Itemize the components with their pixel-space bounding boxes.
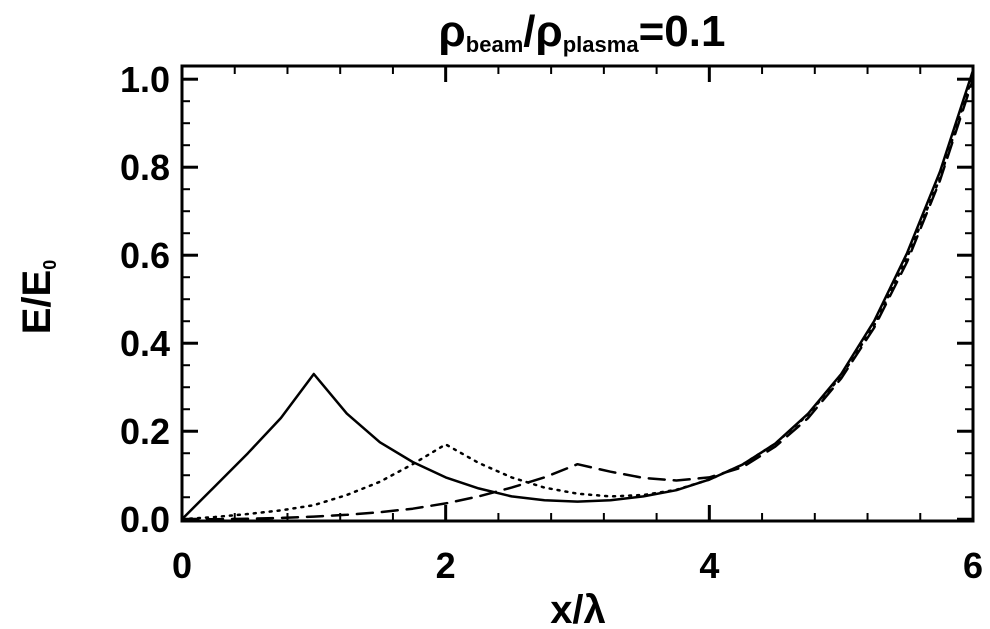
plot-frame [180,64,975,523]
x-tick-label: 0 [172,545,192,586]
title-rho-beam: ρ [439,7,466,56]
y-tick-label: 0.8 [120,147,170,188]
title-rho-plasma: ρ [536,7,563,56]
series-line-solid [180,69,975,521]
title-sub-beam: beam [466,32,523,57]
title-slash: / [523,7,535,56]
y-axis-label: E/E0 [15,260,60,335]
title-sub-plasma: plasma [563,32,640,57]
axis-ticks [180,66,975,521]
axis-tick-labels: 0 2 4 6 0.0 0.2 0.4 0.6 0.8 1.0 [120,59,983,586]
x-axis-label: x/λ [550,588,606,629]
y-axis-label-sub: 0 [40,260,60,270]
series-line-dotted [180,73,975,521]
x-tick-label: 2 [436,545,456,586]
x-tick-label: 6 [963,545,983,586]
y-tick-label: 0.2 [120,411,170,452]
series-line-dashed [180,77,975,521]
series-group [180,69,975,521]
y-tick-label: 1.0 [120,59,170,100]
title-value: =0.1 [639,7,726,56]
y-tick-label: 0.6 [120,235,170,276]
x-tick-label: 4 [699,545,719,586]
chart-title: ρbeam/ρplasma=0.1 [439,7,726,57]
y-axis-label-main: E/E [15,270,59,334]
y-tick-label: 0.4 [120,323,170,364]
y-tick-label: 0.0 [120,499,170,540]
